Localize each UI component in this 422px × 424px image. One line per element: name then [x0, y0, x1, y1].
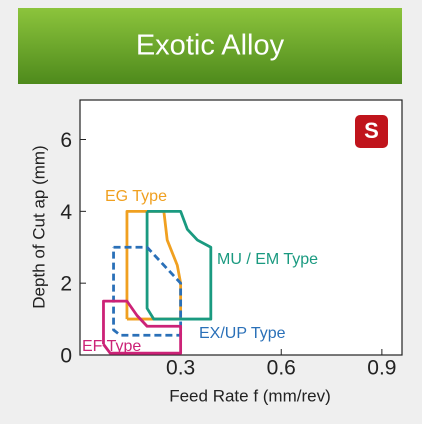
region-label: EF Type: [82, 338, 141, 355]
x-axis-label: Feed Rate f (mm/rev): [169, 386, 331, 405]
y-tick-label: 2: [60, 273, 72, 296]
region-outline: [102, 299, 183, 355]
badge-label: S: [364, 118, 379, 143]
region-label: EX/UP Type: [199, 325, 286, 342]
region-label: EG Type: [105, 188, 167, 205]
y-tick-label: 4: [60, 201, 72, 224]
region-outline: [145, 209, 213, 321]
chart-title: Exotic Alloy: [136, 30, 285, 62]
x-tick-label: 0.3: [166, 357, 195, 380]
title-banner: [18, 8, 402, 84]
y-axis-label: Depth of Cut ap (mm): [29, 145, 48, 308]
region-label: MU / EM Type: [217, 251, 318, 268]
x-tick-label: 0.6: [267, 357, 296, 380]
x-tick-label: 0.9: [367, 357, 396, 380]
y-tick-label: 0: [60, 345, 72, 368]
badge: [355, 115, 388, 148]
y-tick-label: 6: [60, 129, 72, 152]
